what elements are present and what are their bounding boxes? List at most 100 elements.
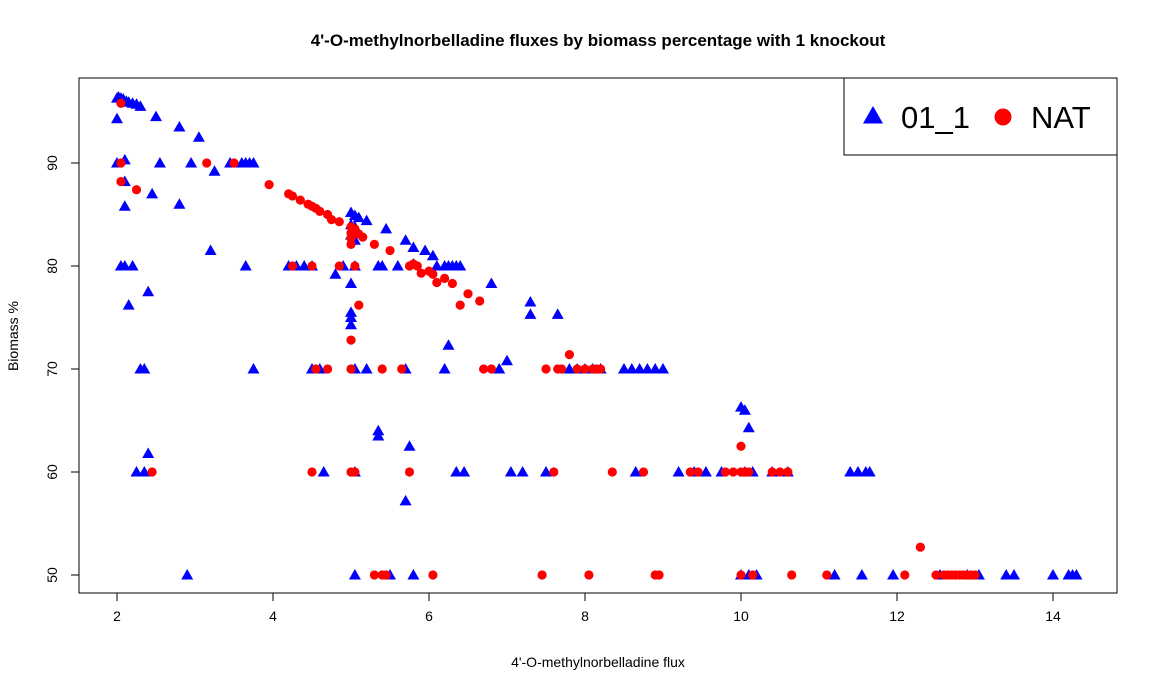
data-point-nat bbox=[229, 158, 239, 168]
data-point-nat bbox=[744, 467, 754, 477]
data-point-nat bbox=[564, 349, 575, 360]
data-point-01_1 bbox=[699, 466, 712, 477]
data-point-01_1 bbox=[641, 363, 654, 374]
data-point-nat bbox=[728, 467, 738, 477]
data-point-01_1 bbox=[403, 440, 416, 451]
data-point-nat bbox=[767, 467, 777, 477]
data-point-01_1 bbox=[142, 447, 155, 458]
y-axis: 50 60 70 80 90 bbox=[44, 155, 80, 583]
data-point-nat bbox=[900, 570, 910, 580]
data-point-nat bbox=[358, 232, 368, 242]
data-point-nat bbox=[479, 364, 489, 374]
data-point-nat bbox=[596, 364, 606, 374]
data-point-01_1 bbox=[493, 363, 506, 374]
data-point-01_1 bbox=[138, 466, 151, 477]
data-point-nat bbox=[264, 180, 274, 190]
data-point-nat bbox=[295, 195, 305, 205]
data-point-nat bbox=[334, 261, 344, 271]
data-point-nat bbox=[131, 185, 142, 195]
data-point-01_1 bbox=[563, 363, 576, 374]
data-point-nat bbox=[116, 176, 126, 187]
data-point-01_1 bbox=[407, 569, 420, 580]
y-tick-label: 80 bbox=[44, 258, 60, 274]
data-point-nat bbox=[412, 261, 422, 271]
data-point-nat bbox=[783, 467, 793, 477]
data-point-nat bbox=[572, 364, 582, 374]
legend-marker-01_1 bbox=[863, 106, 883, 124]
data-point-01_1 bbox=[625, 363, 638, 374]
x-tick-label: 6 bbox=[425, 608, 433, 624]
x-tick-label: 4 bbox=[269, 608, 277, 624]
x-tick-label: 8 bbox=[581, 608, 589, 624]
data-point-01_1 bbox=[173, 120, 186, 132]
y-tick-label: 50 bbox=[44, 567, 60, 583]
data-point-01_1 bbox=[345, 277, 357, 289]
data-point-01_1 bbox=[551, 308, 564, 319]
data-point-nat bbox=[377, 364, 387, 374]
data-point-nat bbox=[326, 215, 337, 225]
data-point-nat bbox=[748, 570, 758, 580]
data-point-nat bbox=[440, 273, 450, 283]
data-point-01_1 bbox=[399, 494, 412, 506]
data-point-nat bbox=[915, 542, 926, 552]
data-point-01_1 bbox=[485, 277, 498, 289]
data-point-nat bbox=[397, 364, 407, 374]
x-axis-label: 4'-O-methylnorbelladine flux bbox=[511, 654, 685, 670]
data-point-01_1 bbox=[524, 308, 537, 319]
data-point-01_1 bbox=[618, 363, 630, 374]
data-point-01_1 bbox=[887, 569, 900, 580]
data-point-nat bbox=[447, 278, 457, 289]
data-point-01_1 bbox=[247, 157, 260, 168]
data-point-01_1 bbox=[828, 569, 841, 580]
data-point-nat bbox=[315, 206, 325, 217]
legend-label-nat: NAT bbox=[1031, 100, 1091, 135]
data-point-nat bbox=[334, 217, 344, 227]
data-point-nat bbox=[369, 239, 379, 249]
data-point-nat bbox=[311, 364, 321, 374]
data-point-01_1 bbox=[118, 260, 131, 271]
data-points bbox=[111, 91, 1083, 580]
x-tick-label: 12 bbox=[889, 608, 905, 624]
data-point-nat bbox=[685, 467, 695, 477]
data-point-nat bbox=[736, 441, 746, 451]
data-point-nat bbox=[463, 289, 473, 299]
data-point-01_1 bbox=[142, 285, 155, 297]
data-point-01_1 bbox=[150, 110, 162, 122]
data-point-01_1 bbox=[1008, 569, 1020, 580]
data-point-nat bbox=[346, 239, 356, 249]
data-point-01_1 bbox=[458, 466, 471, 477]
x-tick-label: 10 bbox=[733, 608, 749, 624]
data-point-nat bbox=[116, 98, 126, 108]
data-point-nat bbox=[537, 570, 547, 580]
data-point-nat bbox=[307, 467, 317, 477]
data-point-01_1 bbox=[1047, 569, 1059, 580]
data-point-nat bbox=[486, 364, 496, 374]
data-point-01_1 bbox=[649, 363, 662, 374]
data-point-nat bbox=[654, 570, 664, 580]
data-point-01_1 bbox=[376, 260, 389, 271]
data-point-nat bbox=[354, 300, 364, 310]
data-point-01_1 bbox=[426, 249, 439, 261]
data-point-01_1 bbox=[1070, 569, 1083, 580]
data-point-nat bbox=[404, 467, 415, 477]
y-axis-label: Biomass % bbox=[5, 301, 21, 371]
data-point-nat bbox=[549, 467, 559, 477]
data-point-nat bbox=[428, 269, 438, 279]
data-point-nat bbox=[428, 570, 438, 580]
data-point-nat bbox=[693, 467, 703, 477]
data-point-01_1 bbox=[118, 200, 131, 211]
data-point-01_1 bbox=[192, 131, 205, 142]
data-point-nat bbox=[287, 191, 298, 201]
legend-marker-nat bbox=[994, 108, 1012, 126]
data-point-01_1 bbox=[540, 466, 552, 477]
data-point-nat bbox=[787, 570, 797, 580]
data-point-01_1 bbox=[454, 260, 467, 271]
data-point-01_1 bbox=[391, 260, 404, 271]
data-point-01_1 bbox=[247, 363, 260, 374]
data-point-01_1 bbox=[126, 260, 139, 271]
data-point-nat bbox=[931, 570, 941, 580]
data-point-01_1 bbox=[852, 466, 864, 477]
data-point-01_1 bbox=[134, 100, 147, 111]
data-point-01_1 bbox=[442, 339, 455, 350]
data-point-01_1 bbox=[372, 429, 385, 441]
